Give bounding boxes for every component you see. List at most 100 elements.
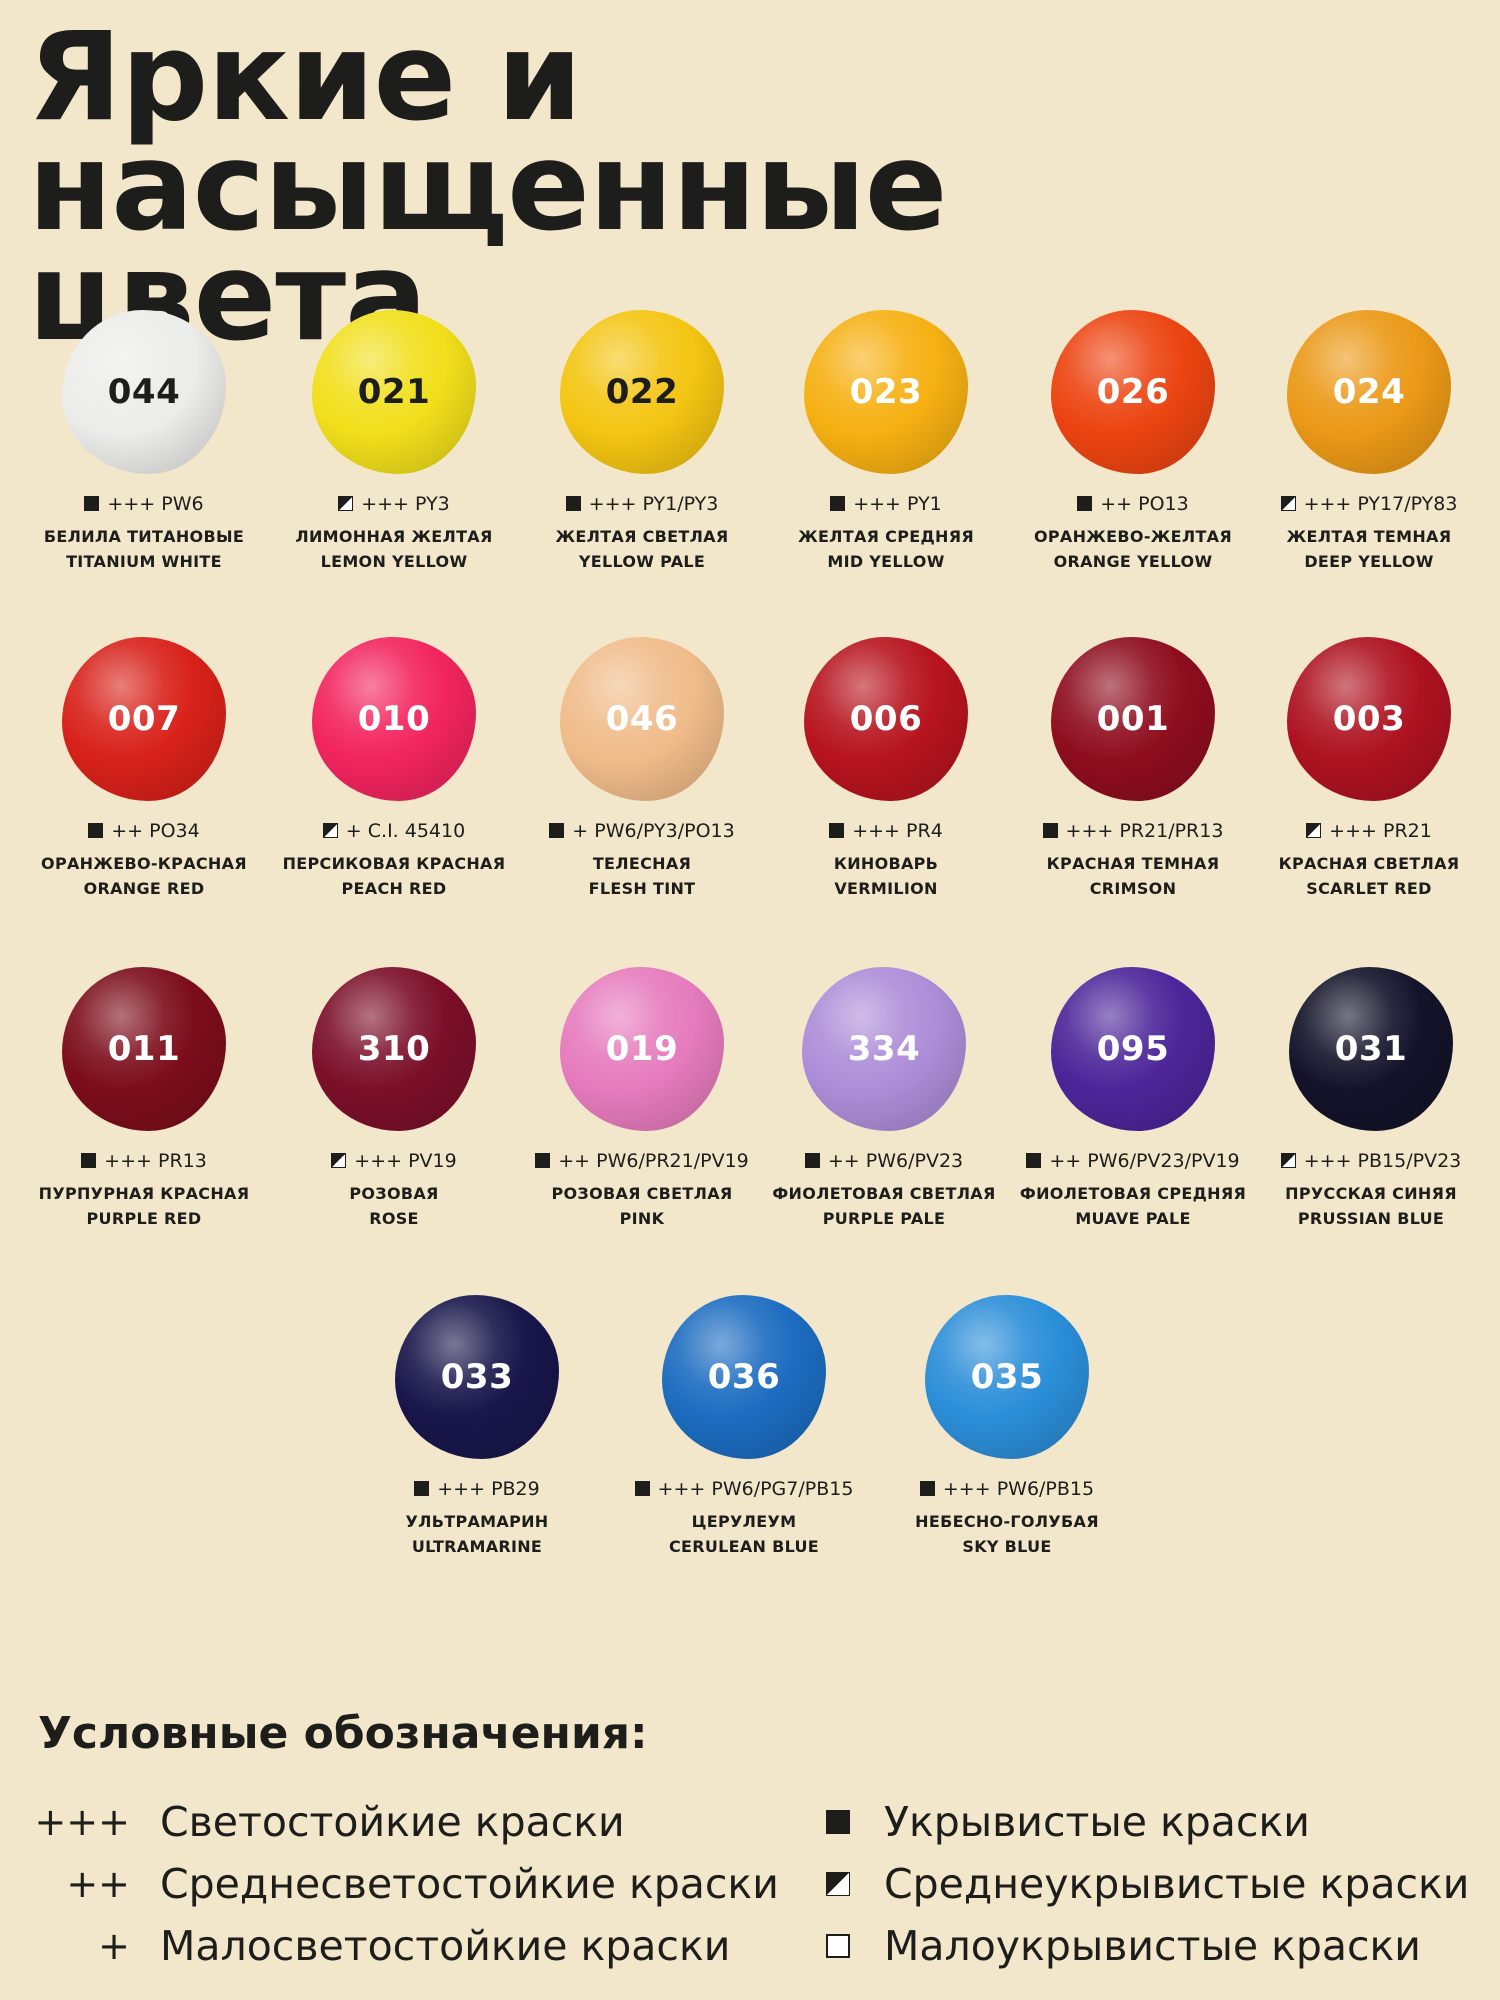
lightfastness-rating: +++: [852, 820, 900, 842]
swatch-meta: +++ PB15/PV23: [1246, 1149, 1496, 1173]
lightfastness-rating: ++: [1049, 1150, 1082, 1172]
color-name-ru: ПУРПУРНАЯ КРАСНАЯ: [38, 1184, 250, 1203]
pigment-code: PY17/PY83: [1357, 493, 1458, 515]
color-name: ЖЕЛТАЯ СРЕДНЯЯ MID YELLOW: [761, 524, 1011, 574]
pigment-code: PV19: [408, 1150, 457, 1172]
color-name-ru: БЕЛИЛА ТИТАНОВЫЕ: [43, 527, 245, 546]
paint-swatch-036: 036: [662, 1295, 826, 1459]
swatch-code: 022: [605, 372, 679, 412]
swatch-006: 006 +++ PR4 КИНОВАРЬ VERMILION: [761, 637, 1011, 901]
paint-swatch-334: 334: [802, 967, 966, 1131]
color-name: ОРАНЖЕВО-КРАСНАЯ ORANGE RED: [19, 851, 269, 901]
color-name-ru: ОРАНЖЕВО-КРАСНАЯ: [41, 854, 247, 873]
swatch-007: 007 ++ PO34 ОРАНЖЕВО-КРАСНАЯ ORANGE RED: [19, 637, 269, 901]
color-name-en: CERULEAN BLUE: [668, 1537, 820, 1556]
color-name-en: ORANGE YELLOW: [1053, 552, 1213, 571]
swatch-334: 334 ++ PW6/PV23 ФИОЛЕТОВАЯ СВЕТЛАЯ PURPLE…: [759, 967, 1009, 1231]
color-name: РОЗОВАЯ СВЕТЛАЯ PINK: [517, 1181, 767, 1231]
swatch-meta: +++ PR21: [1244, 819, 1494, 843]
pigment-code: PR21/PR13: [1119, 820, 1224, 842]
swatch-code: 031: [1334, 1029, 1408, 1069]
color-name: ЦЕРУЛЕУМ CERULEAN BLUE: [619, 1509, 869, 1559]
swatch-code: 334: [847, 1029, 921, 1069]
opaque-icon: [1077, 496, 1093, 511]
pigment-code: PY1: [907, 493, 942, 515]
color-name: ПУРПУРНАЯ КРАСНАЯ PURPLE RED: [19, 1181, 269, 1231]
swatch-meta: +++ PV19: [269, 1149, 519, 1173]
swatch-code: 023: [849, 372, 923, 412]
page-title: Яркие и насыщенные цвета: [28, 16, 1500, 358]
paint-swatch-026: 026: [1051, 310, 1215, 474]
swatch-meta: ++ PO13: [1008, 492, 1258, 516]
pigment-code: PO34: [149, 820, 200, 842]
paint-swatch-022: 022: [560, 310, 724, 474]
swatch-044: 044 +++ PW6 БЕЛИЛА ТИТАНОВЫЕ TITANIUM WHI…: [19, 310, 269, 574]
lightfastness-rating: +++: [853, 493, 901, 515]
color-name-en: SCARLET RED: [1306, 879, 1432, 898]
lightfastness-rating: +++: [361, 493, 409, 515]
swatch-code: 024: [1332, 372, 1406, 412]
lightfastness-rating: +++: [1065, 820, 1114, 842]
swatch-code: 011: [107, 1029, 181, 1069]
color-name-en: VERMILION: [834, 879, 938, 898]
color-name: РОЗОВАЯ ROSE: [269, 1181, 519, 1231]
opaque-icon: [634, 1481, 650, 1496]
color-name-en: FLESH TINT: [588, 879, 696, 898]
swatch-023: 023 +++ PY1 ЖЕЛТАЯ СРЕДНЯЯ MID YELLOW: [761, 310, 1011, 574]
swatch-meta: + C.I. 45410: [269, 819, 519, 843]
semi-opaque-icon: [1280, 496, 1296, 511]
color-name-en: ULTRAMARINE: [411, 1537, 543, 1556]
color-name-ru: РОЗОВАЯ СВЕТЛАЯ: [551, 1184, 733, 1203]
swatch-meta: ++ PW6/PR21/PV19: [517, 1149, 767, 1173]
swatch-code: 003: [1332, 699, 1406, 739]
swatch-meta: ++ PW6/PV23/PV19: [1008, 1149, 1258, 1173]
legend-opaque: Укрывистые краски: [826, 1794, 1310, 1850]
lightfastness-rating: ++: [111, 820, 144, 842]
paint-swatch-010: 010: [312, 637, 476, 801]
color-name: ЛИМОННАЯ ЖЕЛТАЯ LEMON YELLOW: [269, 524, 519, 574]
swatch-019: 019 ++ PW6/PR21/PV19 РОЗОВАЯ СВЕТЛАЯ PINK: [517, 967, 767, 1231]
swatch-meta: +++ PY17/PY83: [1244, 492, 1494, 516]
pigment-code: PW6/PV23/PV19: [1087, 1150, 1240, 1172]
legend-lightfast-low: + Малосветостойкие краски: [30, 1918, 730, 1974]
color-name-en: PEACH RED: [341, 879, 447, 898]
swatch-meta: +++ PB29: [352, 1477, 602, 1501]
color-name: ЖЕЛТАЯ ТЕМНАЯ DEEP YELLOW: [1244, 524, 1494, 574]
pigment-code: PB29: [491, 1478, 540, 1500]
color-name: ФИОЛЕТОВАЯ СВЕТЛАЯ PURPLE PALE: [759, 1181, 1009, 1231]
swatch-code: 010: [357, 699, 431, 739]
color-name: КРАСНАЯ ТЕМНАЯ CRIMSON: [1008, 851, 1258, 901]
pigment-code: PO13: [1138, 493, 1189, 515]
paint-swatch-024: 024: [1287, 310, 1451, 474]
swatch-code: 007: [107, 699, 181, 739]
color-name-en: YELLOW PALE: [578, 552, 706, 571]
legend-label: Малосветостойкие краски: [160, 1922, 731, 1970]
semi-opaque-icon: [322, 823, 338, 838]
lightfastness-rating: +++: [1303, 493, 1352, 515]
lightfastness-rating: +++: [437, 1478, 486, 1500]
swatch-meta: +++ PR13: [19, 1149, 269, 1173]
lightfastness-rating: ++: [1100, 493, 1133, 515]
lightfastness-rating: +++: [104, 1150, 152, 1172]
swatch-meta: +++ PR4: [761, 819, 1011, 843]
lightfastness-rating: +++: [1329, 820, 1377, 842]
color-name: ОРАНЖЕВО-ЖЕЛТАЯ ORANGE YELLOW: [1008, 524, 1258, 574]
swatch-code: 044: [107, 372, 181, 412]
pigment-code: PR13: [157, 1150, 207, 1172]
swatch-046: 046 + PW6/PY3/PO13 ТЕЛЕСНАЯ FLESH TINT: [517, 637, 767, 901]
swatch-024: 024 +++ PY17/PY83 ЖЕЛТАЯ ТЕМНАЯ DEEP YELL…: [1244, 310, 1494, 574]
color-name-en: ORANGE RED: [83, 879, 205, 898]
color-name-ru: УЛЬТРАМАРИН: [405, 1512, 549, 1531]
lightfastness-rating: ++: [827, 1150, 860, 1172]
color-name-en: MID YELLOW: [827, 552, 945, 571]
color-name: КРАСНАЯ СВЕТЛАЯ SCARLET RED: [1244, 851, 1494, 901]
color-name-ru: ЛИМОННАЯ ЖЕЛТАЯ: [295, 527, 493, 546]
swatch-095: 095 ++ PW6/PV23/PV19 ФИОЛЕТОВАЯ СРЕДНЯЯ M…: [1008, 967, 1258, 1231]
color-name-ru: КРАСНАЯ ТЕМНАЯ: [1046, 854, 1220, 873]
color-name: НЕБЕСНО-ГОЛУБАЯ SKY BLUE: [882, 1509, 1132, 1559]
lightfastness-symbol: ++: [66, 1862, 130, 1906]
paint-swatch-011: 011: [62, 967, 226, 1131]
legend-transparent: Малоукрывистые краски: [826, 1918, 1421, 1974]
opaque-icon: [829, 823, 845, 838]
paint-swatch-006: 006: [804, 637, 968, 801]
